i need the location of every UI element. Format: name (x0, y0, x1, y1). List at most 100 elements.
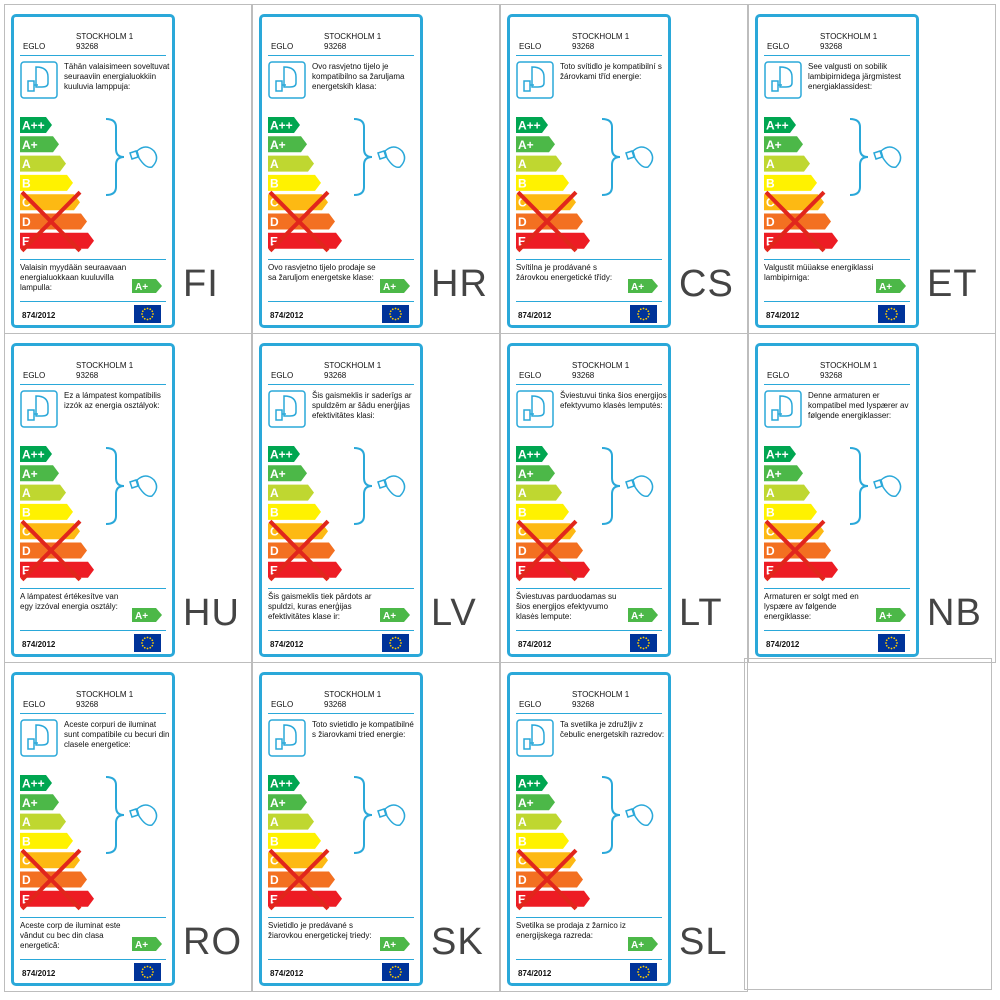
energy-class-bar-app: A++ (516, 775, 548, 791)
lamp-fixture-icon (20, 61, 58, 99)
energy-class-bar-b: B (268, 503, 321, 520)
brand-name: EGLO (23, 700, 46, 709)
compatible-bulb-bracket (353, 776, 406, 854)
footer-divider-bottom (764, 630, 910, 631)
model-number: 93268 (324, 700, 347, 709)
lamp-fixture-icon (516, 719, 554, 757)
regulation-number: 874/2012 (518, 969, 552, 978)
energy-class-bar-ap: A+ (268, 465, 307, 482)
energy-class-text: A (22, 157, 31, 171)
sold-class-text: A+ (383, 282, 396, 293)
energy-class-text: A (518, 157, 527, 171)
compatibility-text: Ta svetilka je združljiv z čebulic energ… (560, 720, 665, 739)
regulation-number: 874/2012 (22, 311, 56, 320)
compatibility-text: Šis gaismeklis ir saderīgs ar spuldzēm a… (312, 391, 412, 420)
energy-class-text: A+ (22, 138, 38, 152)
brand-name: EGLO (767, 42, 790, 51)
energy-class-text: B (518, 505, 527, 519)
energy-class-text: A++ (22, 777, 45, 791)
energy-class-text: A++ (766, 119, 789, 133)
brand-name: EGLO (519, 700, 542, 709)
footer-divider-top (268, 917, 414, 918)
footer-divider-top (20, 917, 166, 918)
footer-divider-bottom (268, 301, 414, 302)
energy-class-text: E (22, 563, 30, 577)
energy-class-text: B (766, 176, 775, 190)
regulation-number: 874/2012 (270, 969, 304, 978)
model-number: 93268 (820, 42, 843, 51)
energy-class-bar-ap: A+ (764, 136, 803, 153)
energy-class-text: C (518, 525, 527, 539)
header-divider (268, 713, 414, 714)
brand-name: EGLO (23, 371, 46, 380)
lamp-fixture-icon (268, 390, 306, 428)
light-bulb-icon (873, 475, 902, 498)
sold-with-text: Valgustit müüakse energiklassi lambipirn… (764, 263, 874, 282)
energy-label: EGLO STOCKHOLM 1 93268 Ez a lámpatest kompa… (11, 343, 175, 657)
energy-class-text: A+ (270, 467, 286, 481)
lamp-fixture-icon (764, 390, 802, 428)
energy-class-text: A (270, 486, 279, 500)
energy-label: EGLO STOCKHOLM 1 93268 See valgusti on sobi… (755, 14, 919, 328)
footer-divider-top (516, 259, 662, 260)
energy-class-bar-app: A++ (764, 446, 796, 462)
sold-with-text: Ovo rasvjetno tijelo prodaje se sa žarul… (268, 263, 376, 282)
header-divider (20, 384, 166, 385)
sold-with-text: Armaturen er solgt med en lyspære av føl… (764, 592, 859, 621)
energy-class-bar-a: A (268, 155, 314, 172)
sold-class-text: A+ (879, 282, 892, 293)
label-cell-lv: EGLO STOCKHOLM 1 93268 Šis gaismeklis ir sa… (252, 333, 500, 663)
light-bulb-icon (377, 475, 406, 498)
model-info: STOCKHOLM 1 93268 (820, 32, 877, 52)
sold-energy-class-badge: A+ (380, 608, 410, 622)
energy-class-text: A+ (22, 467, 38, 481)
footer-divider-bottom (516, 959, 662, 960)
energy-class-text: A+ (766, 467, 782, 481)
regulation-number: 874/2012 (518, 311, 552, 320)
sold-energy-class-badge: A+ (876, 279, 906, 293)
energy-class-text: B (22, 505, 31, 519)
energy-class-text: D (518, 873, 527, 887)
energy-class-bar-a: A (20, 484, 66, 501)
energy-class-bar-a: A (268, 813, 314, 830)
brand-name: EGLO (271, 42, 294, 51)
energy-class-text: E (518, 234, 526, 248)
model-name: STOCKHOLM 1 (572, 361, 630, 370)
excluded-classes-cross (20, 848, 82, 911)
energy-class-text: A (766, 157, 775, 171)
footer-divider-bottom (268, 630, 414, 631)
energy-label: EGLO STOCKHOLM 1 93268 Šviestuvui tinka šio… (507, 343, 671, 657)
energy-class-text: A++ (766, 448, 789, 462)
excluded-classes-cross (516, 519, 578, 582)
excluded-classes-cross (20, 519, 82, 582)
excluded-classes-cross (268, 519, 330, 582)
energy-class-text: D (270, 215, 279, 229)
energy-class-bar-app: A++ (268, 446, 300, 462)
energy-class-bar-b: B (516, 832, 569, 849)
compatible-bulb-bracket (105, 118, 158, 196)
energy-class-bar-app: A++ (764, 117, 796, 133)
energy-class-text: A++ (22, 119, 45, 133)
model-info: STOCKHOLM 1 93268 (572, 361, 629, 381)
brand-name: EGLO (519, 42, 542, 51)
footer-divider-bottom (764, 301, 910, 302)
language-code: FI (183, 263, 219, 305)
energy-class-text: C (766, 525, 775, 539)
energy-class-text: E (766, 234, 774, 248)
regulation-number: 874/2012 (270, 640, 304, 649)
energy-class-bar-ap: A+ (20, 794, 59, 811)
sold-energy-class-badge: A+ (132, 279, 162, 293)
energy-class-bar-a: A (20, 155, 66, 172)
energy-class-text: E (22, 234, 30, 248)
energy-class-bar-app: A++ (268, 775, 300, 791)
model-name: STOCKHOLM 1 (76, 690, 134, 699)
compatibility-text: Šviestuvui tinka šios energijos efektyvu… (560, 391, 667, 410)
energy-label: EGLO STOCKHOLM 1 93268 Toto svietidlo je ko… (259, 672, 423, 986)
eu-flag-icon (134, 634, 161, 652)
energy-class-bar-b: B (20, 832, 73, 849)
label-cell-fi: EGLO STOCKHOLM 1 93268 Tähän valaisimeen so… (4, 4, 252, 334)
model-number: 93268 (572, 371, 595, 380)
